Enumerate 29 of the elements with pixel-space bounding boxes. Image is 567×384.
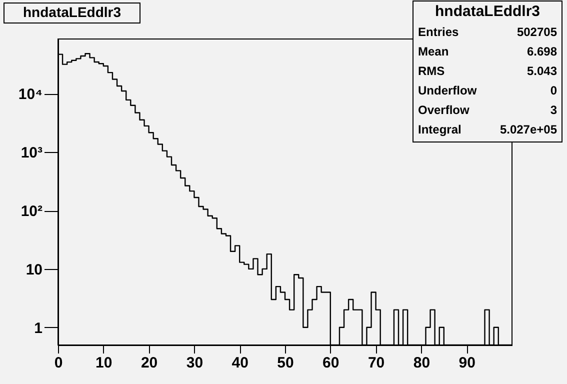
- annotation: Integral: [418, 122, 462, 136]
- y-tick-label: 10⁴: [18, 86, 42, 104]
- text: hndataLEddlr3: [434, 3, 540, 20]
- text: 0: [550, 84, 558, 98]
- x-tick-label: 60: [322, 354, 340, 372]
- text: Entries: [418, 25, 460, 39]
- x-tick-label: 40: [232, 354, 248, 372]
- annotation: Overflow: [418, 103, 470, 117]
- x-tick-label: 0: [54, 354, 63, 372]
- y-tick-label: 10³: [20, 144, 42, 162]
- text: 3: [550, 103, 558, 117]
- annotation: Underflow: [418, 84, 478, 98]
- text: 6.698: [526, 44, 558, 58]
- chart-title: hndataLEddlr3: [22, 4, 122, 20]
- x-tick-label: 50: [277, 354, 294, 372]
- text: 502705: [516, 25, 558, 39]
- annotation: Mean: [418, 44, 449, 58]
- y-tick-label: 1: [34, 320, 42, 337]
- x-tick-label: 10: [96, 354, 112, 372]
- text: 5.043: [526, 64, 558, 78]
- x-tick-label: 70: [368, 354, 385, 372]
- x-tick-label: 20: [140, 354, 158, 372]
- y-tick-label: 10: [26, 261, 42, 278]
- annotation: 5.027e+05: [500, 122, 558, 136]
- y-tick-label: 10²: [20, 203, 42, 220]
- x-tick-label: 80: [413, 354, 430, 372]
- x-tick-label: 30: [186, 354, 204, 372]
- x-tick-label: 90: [458, 354, 476, 372]
- annotation: RMS: [418, 64, 445, 78]
